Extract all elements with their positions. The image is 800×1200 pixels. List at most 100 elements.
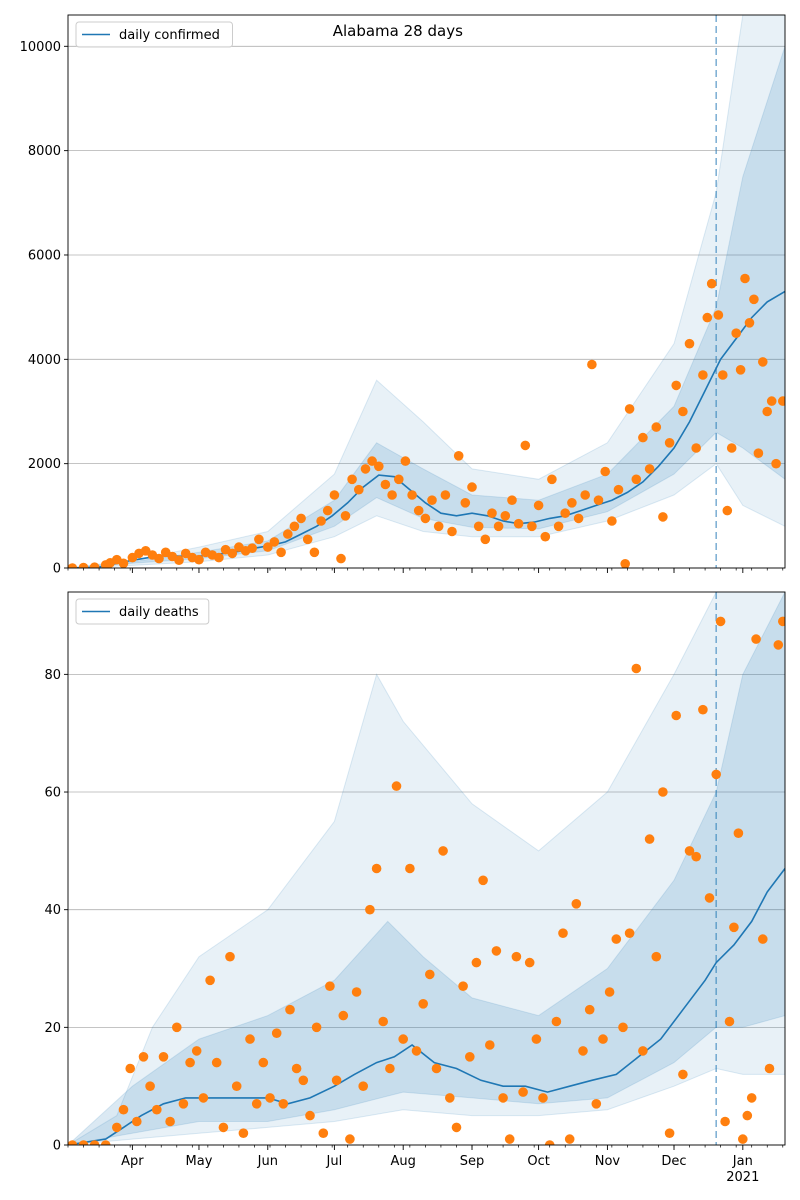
data-point <box>620 559 630 568</box>
data-point <box>191 1046 202 1056</box>
data-point <box>511 951 522 962</box>
data-point <box>704 893 715 903</box>
data-point <box>214 552 224 563</box>
data-point <box>487 508 497 518</box>
data-point <box>316 516 326 526</box>
data-point <box>132 1116 142 1127</box>
data-point <box>433 521 444 532</box>
x-tick-label: Jan <box>732 1154 753 1169</box>
data-point <box>391 781 402 791</box>
data-point <box>485 1040 495 1050</box>
data-point <box>405 863 415 874</box>
data-point <box>194 554 204 565</box>
data-point <box>644 834 655 844</box>
data-point <box>78 562 89 568</box>
data-point <box>480 534 491 545</box>
data-point <box>711 769 721 780</box>
data-point <box>691 851 701 862</box>
data-point <box>644 464 655 474</box>
data-point <box>638 432 648 443</box>
data-point <box>245 1034 255 1044</box>
data-point <box>726 443 737 453</box>
data-point <box>394 474 404 485</box>
data-point <box>471 957 482 968</box>
x-tick-label: Sep <box>460 1154 485 1169</box>
data-point <box>145 1081 155 1091</box>
data-point <box>584 1004 595 1015</box>
data-point <box>720 1116 730 1127</box>
data-point <box>263 542 273 552</box>
data-point <box>367 456 377 466</box>
data-point <box>311 1022 322 1033</box>
data-point <box>374 461 384 472</box>
data-point <box>178 1099 189 1109</box>
data-point <box>278 1099 289 1109</box>
data-point <box>773 640 784 650</box>
data-point <box>715 616 726 627</box>
data-point <box>453 451 464 461</box>
data-point <box>527 521 537 532</box>
data-point <box>753 448 764 459</box>
data-point <box>425 969 435 980</box>
data-point <box>271 1028 282 1038</box>
data-point <box>258 1057 269 1068</box>
data-point <box>598 1034 608 1044</box>
data-point <box>218 1122 229 1133</box>
data-point <box>158 1052 169 1062</box>
x-tick-label: Nov <box>595 1154 621 1169</box>
data-point <box>520 440 531 451</box>
data-point <box>613 484 624 495</box>
data-point <box>733 828 744 838</box>
y-tick-label: 8000 <box>28 144 61 159</box>
data-point <box>445 1093 455 1103</box>
data-point <box>398 1034 409 1044</box>
y-tick-label: 60 <box>44 786 61 801</box>
y-tick-label: 0 <box>53 562 61 577</box>
data-point <box>347 474 357 485</box>
data-point <box>440 490 451 500</box>
data-point <box>771 458 781 469</box>
y-tick-label: 2000 <box>28 457 61 472</box>
confidence-band-inner <box>68 592 785 1145</box>
confidence-band-inner <box>68 46 785 568</box>
data-point <box>533 500 544 511</box>
data-point <box>573 513 584 524</box>
x-tick-label: Oct <box>527 1154 549 1169</box>
data-point <box>718 370 728 380</box>
legend-box <box>75 21 233 48</box>
data-point <box>198 1093 209 1103</box>
data-point <box>231 1081 242 1091</box>
data-point <box>329 490 340 500</box>
data-point <box>283 529 293 539</box>
data-point <box>547 474 557 485</box>
data-point <box>664 438 675 448</box>
y-tick-label: 80 <box>44 668 61 683</box>
data-point <box>724 1016 735 1027</box>
data-point <box>438 846 448 856</box>
data-point <box>68 563 78 568</box>
data-point <box>118 1104 129 1115</box>
x-tick-label: Dec <box>661 1154 686 1169</box>
data-point <box>302 534 313 545</box>
x-tick-label: Apr <box>121 1154 144 1169</box>
data-point <box>491 946 502 956</box>
data-point <box>698 704 708 715</box>
data-point <box>238 1128 249 1138</box>
deaths-panel: 0 20 40 60 80 Apr May Jun Jul Aug Sep Oct Nov Dec Jan2… <box>44 591 786 1185</box>
data-point <box>538 1093 548 1103</box>
data-point <box>740 273 750 284</box>
data-point <box>154 553 164 564</box>
data-point <box>713 310 724 320</box>
data-point <box>465 1052 475 1062</box>
data-point <box>778 396 785 406</box>
data-point <box>678 1069 688 1080</box>
data-point <box>764 1063 775 1074</box>
confidence-band-outer <box>68 592 785 1145</box>
data-point <box>742 1110 753 1121</box>
data-point <box>125 1063 135 1074</box>
y-tick-label: 40 <box>44 903 61 918</box>
data-point <box>100 1140 111 1145</box>
data-point <box>118 558 129 568</box>
data-point <box>651 951 662 962</box>
